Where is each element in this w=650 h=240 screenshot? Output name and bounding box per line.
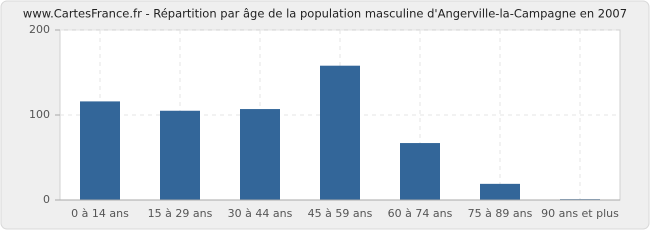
x-tick-label: 75 à 89 ans xyxy=(468,207,533,220)
chart: www.CartesFrance.fr - Répartition par âg… xyxy=(0,0,650,230)
bar xyxy=(80,101,120,200)
x-tick-label: 30 à 44 ans xyxy=(228,207,293,220)
bar xyxy=(320,65,360,200)
x-tick-label: 90 ans et plus xyxy=(541,207,619,220)
bar xyxy=(240,109,280,200)
bar xyxy=(160,110,200,200)
bar xyxy=(400,143,440,200)
x-tick-label: 15 à 29 ans xyxy=(148,207,213,220)
bar xyxy=(480,183,520,200)
x-tick-label: 45 à 59 ans xyxy=(308,207,373,220)
chart-title: www.CartesFrance.fr - Répartition par âg… xyxy=(23,7,627,21)
x-tick-label: 60 à 74 ans xyxy=(388,207,453,220)
y-tick-label: 0 xyxy=(43,193,50,206)
x-tick-label: 0 à 14 ans xyxy=(71,207,129,220)
y-tick-label: 100 xyxy=(29,108,50,121)
y-tick-label: 200 xyxy=(29,23,50,36)
